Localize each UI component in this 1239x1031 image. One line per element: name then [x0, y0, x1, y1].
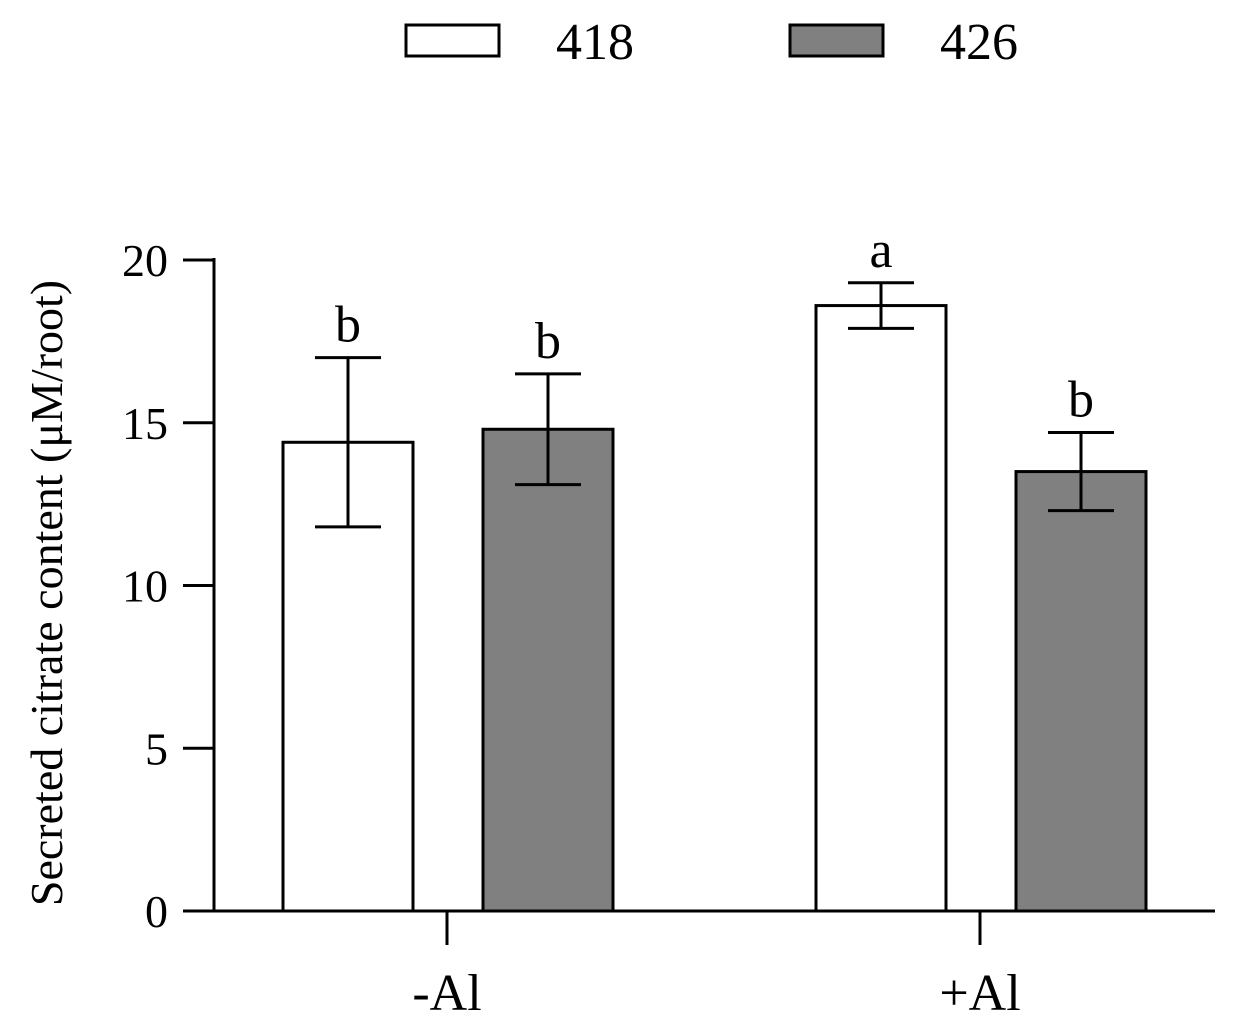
- legend-item-418: 418: [404, 14, 634, 71]
- significance-label: b: [535, 313, 561, 370]
- legend-item-426: 426: [788, 14, 1018, 71]
- y-axis-label: Secreted citrate content (μM/root): [21, 280, 72, 906]
- legend-swatch: [788, 23, 885, 58]
- error-bar: [848, 281, 914, 330]
- y-tick-label: 5: [145, 723, 168, 774]
- bar-426-+Al: [1014, 470, 1148, 913]
- significance-label: a: [869, 222, 892, 279]
- x-tick-label: +Al: [939, 965, 1020, 1022]
- y-tick-label: 10: [122, 561, 168, 612]
- error-bar: [315, 356, 381, 529]
- y-tick-label: 0: [145, 886, 168, 937]
- error-bar: [1048, 431, 1114, 513]
- x-tick-label: -Al: [412, 965, 481, 1022]
- y-tick-label: 20: [122, 235, 168, 286]
- bar-426--Al: [481, 427, 615, 913]
- legend: 418 426: [404, 14, 1018, 71]
- legend-label: 418: [556, 14, 634, 71]
- y-tick-label: 15: [122, 398, 168, 449]
- legend-swatch: [404, 23, 501, 58]
- significance-label: b: [1068, 372, 1094, 429]
- error-bar: [515, 372, 581, 487]
- bar-418-+Al: [814, 304, 948, 913]
- y-axis: 0 5 10 15 20: [122, 235, 216, 937]
- legend-label: 426: [940, 14, 1018, 71]
- bars: b b a b: [281, 222, 1148, 913]
- significance-label: b: [335, 297, 361, 354]
- x-axis: -Al +Al: [183, 909, 1215, 1022]
